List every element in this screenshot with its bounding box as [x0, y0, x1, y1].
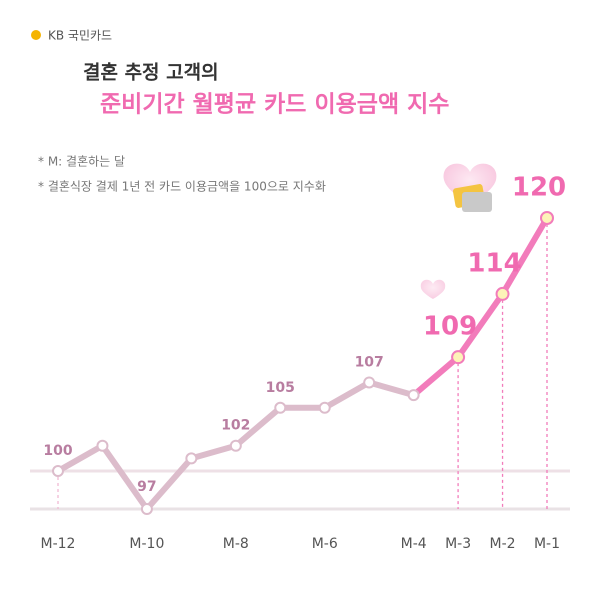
- point: [185, 452, 198, 465]
- note: * M: 결혼하는 달: [38, 155, 125, 169]
- point: [363, 376, 376, 389]
- data-label: 102: [221, 418, 250, 434]
- chart-title: 결혼 추정 고객의: [83, 61, 219, 84]
- point: [318, 401, 331, 414]
- x-tick-label: M-4: [401, 536, 427, 552]
- x-tick-label: M-12: [41, 536, 76, 552]
- point: [407, 389, 420, 402]
- chart-subtitle: 준비기간 월평균 카드 이용금액 지수: [100, 92, 449, 118]
- data-label: 109: [423, 312, 477, 342]
- point: [274, 401, 287, 414]
- card-icon: [462, 192, 492, 212]
- x-tick-label: M-10: [129, 536, 164, 552]
- point: [495, 286, 510, 301]
- data-label: 97: [137, 479, 156, 495]
- x-tick-label: M-2: [490, 536, 516, 552]
- heart-icon: [420, 279, 446, 299]
- point: [140, 503, 153, 515]
- logo: KB 국민카드: [31, 29, 112, 43]
- x-tick-label: M-1: [534, 536, 560, 552]
- x-tick-label: M-3: [445, 536, 471, 552]
- line-highlight: [410, 215, 550, 399]
- point: [540, 211, 554, 225]
- point: [229, 439, 242, 452]
- point: [96, 439, 109, 452]
- x-tick-label: M-6: [312, 536, 338, 552]
- data-label: 107: [355, 354, 384, 370]
- x-tick-label: M-8: [223, 536, 249, 552]
- data-label: 114: [467, 248, 521, 278]
- data-label: 105: [266, 380, 295, 396]
- point: [451, 350, 466, 365]
- note: * 결혼식장 결제 1년 전 카드 이용금액을 100으로 지수화: [38, 180, 326, 194]
- data-label: 120: [512, 173, 566, 203]
- brand: KB 국민카드: [48, 29, 112, 43]
- data-label: 100: [43, 443, 72, 459]
- point: [52, 465, 64, 478]
